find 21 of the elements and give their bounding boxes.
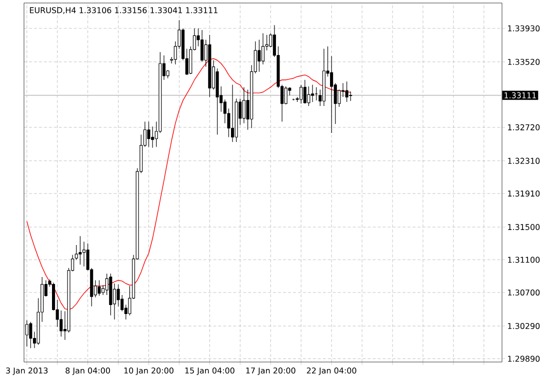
candlestick	[82, 241, 86, 267]
candlestick	[284, 86, 288, 105]
candlestick	[307, 86, 310, 106]
candlestick	[151, 126, 154, 148]
candlestick	[98, 280, 101, 296]
candlestick	[330, 56, 334, 134]
candlestick	[60, 310, 63, 337]
candlestick	[147, 121, 150, 148]
candlestick	[231, 84, 234, 142]
candlestick	[349, 91, 352, 102]
candlestick	[258, 39, 261, 72]
candlestick	[116, 284, 120, 307]
candlestick	[29, 322, 32, 348]
candlestick	[261, 32, 265, 65]
candlestick	[303, 80, 306, 104]
candlestick	[345, 81, 348, 102]
candlestick	[74, 244, 78, 260]
candlestick	[242, 86, 246, 124]
candlestick	[78, 236, 82, 265]
candlestick	[300, 84, 303, 104]
candlestick	[200, 30, 204, 62]
